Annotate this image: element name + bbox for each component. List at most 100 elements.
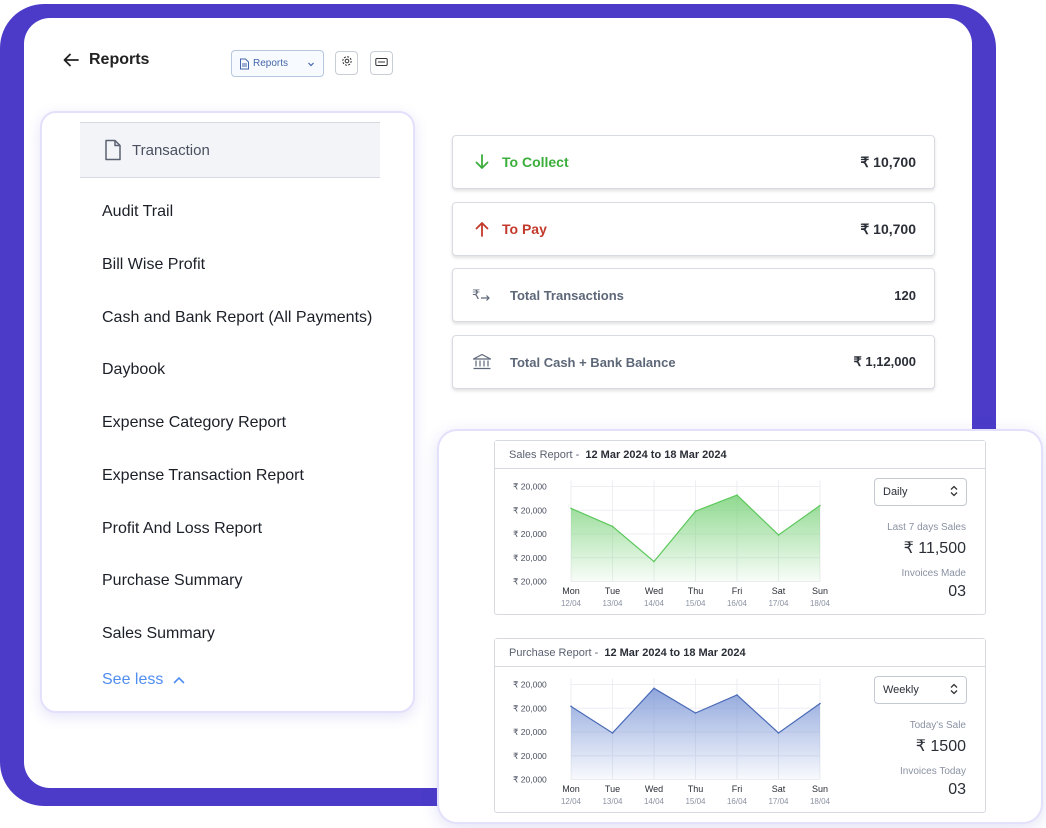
cash-bank-balance-value: ₹ 1,12,000 [853,354,917,369]
data-point [736,694,738,696]
data-point [570,705,572,708]
x-date-label: 13/04 [602,797,623,806]
purchase-report-title: Purchase Report [509,646,592,659]
menu-item-profit-loss[interactable]: Profit And Loss Report [102,519,263,537]
x-date-label: 16/04 [727,797,748,806]
x-date-label: 17/04 [768,599,789,608]
x-tick-label: Tue [605,784,620,794]
sales-report-card: Sales Report - 12 Mar 2024 to 18 Mar 202… [494,440,986,615]
x-date-label: 14/04 [644,797,665,806]
to-collect-card[interactable]: To Collect ₹ 10,700 [452,135,935,189]
to-collect-value: ₹ 10,700 [860,153,916,170]
data-point [694,712,697,714]
y-tick-label: ₹ 20,000 [513,775,547,785]
menu-item-expense-category[interactable]: Expense Category Report [102,414,287,431]
svg-text:₹: ₹ [472,288,480,303]
data-point [819,702,821,705]
y-tick-label: ₹ 20,000 [513,553,547,563]
x-tick-label: Fri [732,586,743,596]
x-tick-label: Sun [812,784,828,794]
sales-period-value: Daily [883,486,908,498]
menu-item-expense-transaction[interactable]: Expense Transaction Report [102,466,304,484]
total-transactions-card[interactable]: ₹ Total Transactions 120 [452,268,935,322]
x-tick-label: Sat [772,586,786,596]
y-tick-label: ₹ 20,000 [513,529,547,539]
data-point [611,732,614,734]
sales-stat1-label: Last 7 days Sales [887,522,966,533]
sales-report-header: Sales Report - 12 Mar 2024 to 18 Mar 202… [495,441,985,469]
y-tick-label: ₹ 20,000 [513,703,547,713]
settings-button[interactable] [335,51,358,75]
purchase-stat1-value: ₹ 1500 [915,738,966,755]
up-down-icon [950,683,958,698]
x-date-label: 12/04 [561,797,582,806]
purchase-period-value: Weekly [883,684,919,696]
x-date-label: 13/04 [602,599,623,608]
x-tick-label: Sun [812,586,828,596]
data-point [611,525,614,528]
x-tick-label: Tue [605,586,620,596]
menu-item-purchase-summary[interactable]: Purchase Summary [102,572,243,590]
chevron-down-icon [306,59,316,69]
report-type-value: Reports [253,58,289,69]
sales-stat2-label: Invoices Made [901,568,966,579]
purchase-report-header: Purchase Report - 12 Mar 2024 to 18 Mar … [495,639,985,667]
menu-item-transaction[interactable]: Transaction [80,122,380,178]
data-point [819,504,821,507]
menu-item-bill-wise-profit[interactable]: Bill Wise Profit [102,255,206,273]
keyboard-icon [375,54,388,72]
series-area [571,495,820,582]
report-menu-list: Audit Trail Bill Wise Profit Cash and Ba… [102,204,372,679]
x-tick-label: Fri [732,784,743,794]
x-date-label: 16/04 [727,599,748,608]
y-tick-label: ₹ 20,000 [513,577,547,587]
x-tick-label: Sat [772,784,786,794]
x-tick-label: Thu [688,586,704,596]
keyboard-button[interactable] [370,51,393,75]
x-tick-label: Mon [562,586,580,596]
x-tick-label: Wed [645,784,663,794]
x-tick-label: Mon [562,784,580,794]
sales-stat2-value: 03 [948,583,966,600]
back-arrow-icon[interactable] [62,51,80,69]
menu-item-daybook[interactable]: Daybook [102,361,166,379]
data-point [777,534,780,536]
cash-bank-balance-card[interactable]: Total Cash + Bank Balance ₹ 1,12,000 [452,335,935,389]
x-date-label: 17/04 [768,797,789,806]
total-transactions-value: 120 [894,287,916,303]
see-less-link[interactable]: See less [102,671,185,689]
to-pay-value: ₹ 10,700 [860,220,916,237]
sales-report-title: Sales Report [509,448,573,461]
arrow-down-icon [471,151,493,173]
y-tick-label: ₹ 20,000 [513,505,547,515]
rupee-transfer-icon: ₹ [471,284,493,306]
cash-bank-balance-label: Total Cash + Bank Balance [510,354,676,370]
menu-item-cash-bank-report[interactable]: Cash and Bank Report (All Payments) [102,308,373,326]
purchase-period-select[interactable]: Weekly [874,676,967,704]
gear-icon [341,54,353,72]
purchase-stat2-value: 03 [948,781,966,798]
menu-item-sales-summary[interactable]: Sales Summary [102,625,215,642]
document-icon [239,58,250,70]
purchase-chart: ₹ 20,000 ₹ 20,000 ₹ 20,000 ₹ 20,000 ₹ 20,000… [513,678,831,806]
x-date-label: 12/04 [561,599,582,608]
to-collect-label: To Collect [502,154,569,170]
x-date-label: 18/04 [810,797,831,806]
purchase-report-range: 12 Mar 2024 to 18 Mar 2024 [604,646,746,659]
chevron-up-icon [163,671,185,689]
to-pay-card[interactable]: To Pay ₹ 10,700 [452,202,935,256]
bank-icon [471,351,493,373]
data-point [694,510,697,512]
data-point [570,507,572,510]
x-date-label: 18/04 [810,599,831,608]
purchase-stat2-label: Invoices Today [900,766,966,777]
menu-item-audit-trail[interactable]: Audit Trail [102,203,174,220]
report-type-select[interactable]: Reports [231,50,324,77]
sales-stat1-value: ₹ 11,500 [903,540,966,557]
document-icon [104,139,122,161]
page-title: Reports [89,51,150,68]
purchase-stat1-label: Today's Sale [909,720,966,731]
see-less-label: See less [102,671,164,688]
y-tick-label: ₹ 20,000 [513,751,547,761]
sales-period-select[interactable]: Daily [874,478,967,506]
